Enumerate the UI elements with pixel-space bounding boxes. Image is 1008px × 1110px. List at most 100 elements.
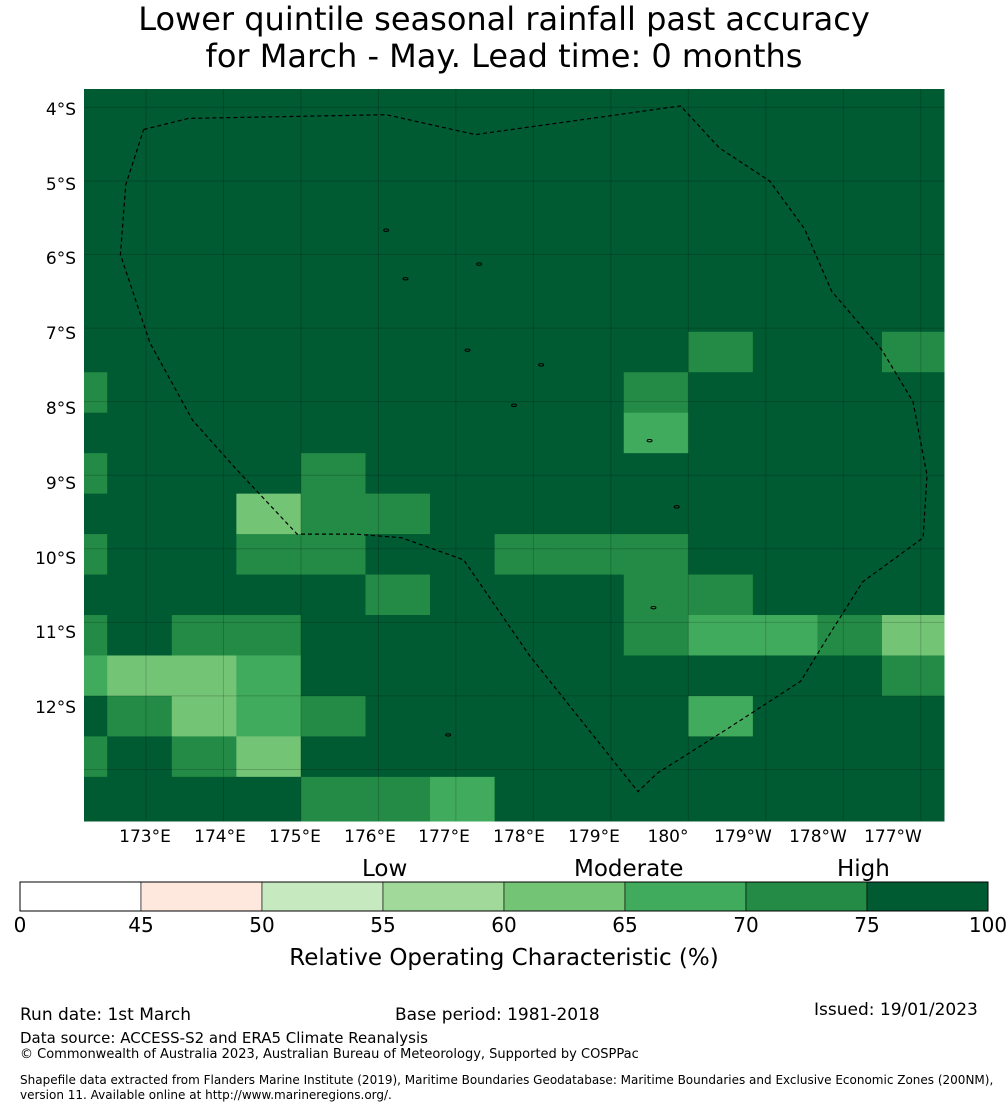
grid-cell (236, 695, 302, 737)
grid-cell (171, 129, 237, 171)
grid-cell (107, 615, 173, 656)
grid-cell (300, 493, 366, 535)
grid-cell (236, 372, 302, 414)
grid-cell (623, 129, 689, 171)
grid-cell (559, 89, 625, 130)
grid-cell (171, 574, 237, 616)
grid-cell (430, 291, 496, 333)
grid-cell (688, 655, 754, 697)
lon-label: 180° (647, 827, 689, 847)
grid-cell (559, 453, 625, 495)
grid-cell (881, 574, 945, 616)
grid-cell (881, 615, 945, 656)
grid-cell (688, 534, 754, 576)
colorbar-tick: 45 (128, 913, 154, 937)
grid-cell (84, 291, 108, 333)
grid-cell (623, 210, 689, 252)
legend-category-low: Low (362, 856, 408, 882)
grid-cell (430, 695, 496, 737)
shapefile-credit-line-2: version 11. Available online at http://w… (20, 1088, 392, 1102)
grid-cell (494, 615, 560, 656)
grid-cell (236, 250, 302, 292)
grid-cell (107, 372, 173, 414)
grid-cell (236, 129, 302, 171)
grid-cell (300, 331, 366, 373)
grid-cell (494, 776, 560, 822)
lon-label: 173°E (119, 827, 171, 847)
grid-cell (107, 695, 173, 737)
grid-cell (171, 776, 237, 822)
grid-cell (107, 210, 173, 252)
grid-cell (107, 453, 173, 495)
grid-cell (817, 453, 883, 495)
grid-cell (236, 615, 302, 656)
grid-cell (881, 776, 945, 822)
grid-cell (494, 655, 560, 697)
grid-cell (688, 291, 754, 333)
grid-cell (688, 615, 754, 656)
grid-cell (752, 615, 818, 656)
grid-cell (881, 736, 945, 778)
grid-cell (236, 574, 302, 616)
grid-cell (365, 615, 431, 656)
grid-cell (817, 331, 883, 373)
grid-cell (171, 736, 237, 778)
grid-cell (365, 574, 431, 616)
colorbar-tick: 50 (249, 913, 275, 937)
grid-cell (559, 372, 625, 414)
grid-cell (107, 493, 173, 535)
data-source: Data source: ACCESS-S2 and ERA5 Climate … (20, 1029, 428, 1047)
grid-cell (623, 453, 689, 495)
grid-cell (752, 129, 818, 171)
grid-cell (300, 574, 366, 616)
eez-boundary-line (119, 105, 928, 793)
grid-cell (494, 493, 560, 535)
grid-cell (84, 615, 108, 656)
grid-cell (559, 534, 625, 576)
colorbar-segment (745, 881, 868, 912)
grid-cell (300, 453, 366, 495)
grid-cell (430, 736, 496, 778)
island-outline (445, 733, 452, 737)
grid-cell (881, 493, 945, 535)
legend-category-moderate: Moderate (574, 856, 684, 882)
grid-cell (171, 89, 237, 130)
map-gridlines (84, 89, 944, 821)
grid-cell (365, 453, 431, 495)
grid-cell (559, 574, 625, 616)
grid-cell (752, 412, 818, 454)
lon-label: 175°E (269, 827, 321, 847)
grid-cell (300, 89, 366, 130)
grid-cell (430, 574, 496, 616)
grid-cell (84, 736, 108, 778)
grid-cell (559, 493, 625, 535)
grid-cell (688, 331, 754, 373)
grid-cell (300, 615, 366, 656)
colorbar-tick: 65 (612, 913, 638, 937)
grid-cell (236, 736, 302, 778)
grid-cell (817, 695, 883, 737)
grid-cell (236, 412, 302, 454)
grid-cell (559, 412, 625, 454)
grid-cell (494, 129, 560, 171)
grid-cell (430, 534, 496, 576)
grid-cell (752, 695, 818, 737)
grid-cell (365, 89, 431, 130)
grid-cell (430, 493, 496, 535)
lon-label: 178°E (493, 827, 545, 847)
grid-cell (365, 493, 431, 535)
grid-cell (881, 291, 945, 333)
grid-cell (559, 169, 625, 211)
island-outline (650, 605, 657, 610)
grid-cell (171, 250, 237, 292)
grid-cell (84, 776, 108, 822)
grid-cell (107, 169, 173, 211)
colorbar-frame (19, 881, 989, 912)
grid-cell (365, 412, 431, 454)
grid-cell (430, 372, 496, 414)
grid-cell (817, 776, 883, 822)
colorbar-segment (140, 881, 263, 912)
grid-cell (623, 331, 689, 373)
grid-cell (688, 89, 754, 130)
grid-cell (84, 412, 108, 454)
